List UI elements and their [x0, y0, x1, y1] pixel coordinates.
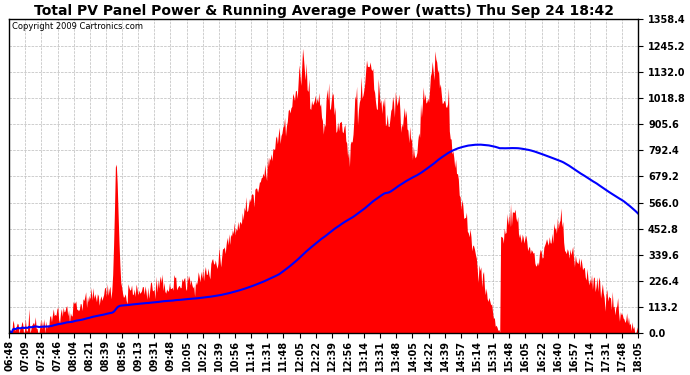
Title: Total PV Panel Power & Running Average Power (watts) Thu Sep 24 18:42: Total PV Panel Power & Running Average P… [34, 4, 614, 18]
Text: Copyright 2009 Cartronics.com: Copyright 2009 Cartronics.com [12, 22, 144, 32]
